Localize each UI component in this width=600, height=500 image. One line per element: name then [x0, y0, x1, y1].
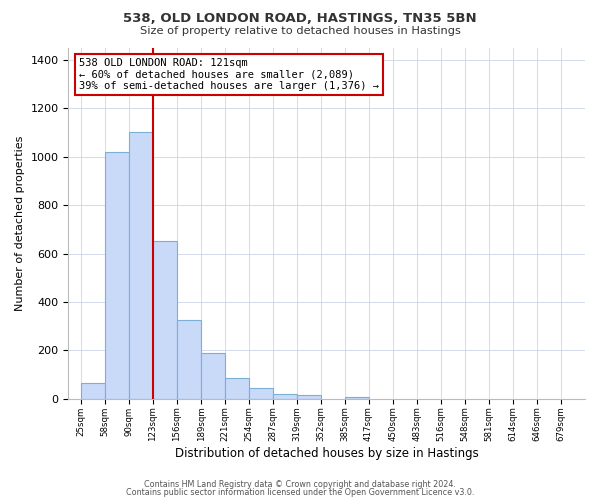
- X-axis label: Distribution of detached houses by size in Hastings: Distribution of detached houses by size …: [175, 447, 479, 460]
- Bar: [296, 396, 321, 399]
- Text: Contains public sector information licensed under the Open Government Licence v3: Contains public sector information licen…: [126, 488, 474, 497]
- Text: Size of property relative to detached houses in Hastings: Size of property relative to detached ho…: [140, 26, 460, 36]
- Text: 538, OLD LONDON ROAD, HASTINGS, TN35 5BN: 538, OLD LONDON ROAD, HASTINGS, TN35 5BN: [123, 12, 477, 26]
- Text: 538 OLD LONDON ROAD: 121sqm
← 60% of detached houses are smaller (2,089)
39% of : 538 OLD LONDON ROAD: 121sqm ← 60% of det…: [79, 58, 379, 91]
- Bar: [345, 396, 369, 399]
- Bar: [201, 353, 226, 399]
- Bar: [153, 242, 177, 399]
- Text: Contains HM Land Registry data © Crown copyright and database right 2024.: Contains HM Land Registry data © Crown c…: [144, 480, 456, 489]
- Bar: [249, 388, 273, 399]
- Bar: [177, 320, 201, 399]
- Bar: [128, 132, 153, 399]
- Y-axis label: Number of detached properties: Number of detached properties: [15, 136, 25, 311]
- Bar: [81, 383, 105, 399]
- Bar: [273, 394, 298, 399]
- Bar: [105, 152, 130, 399]
- Bar: [225, 378, 249, 399]
